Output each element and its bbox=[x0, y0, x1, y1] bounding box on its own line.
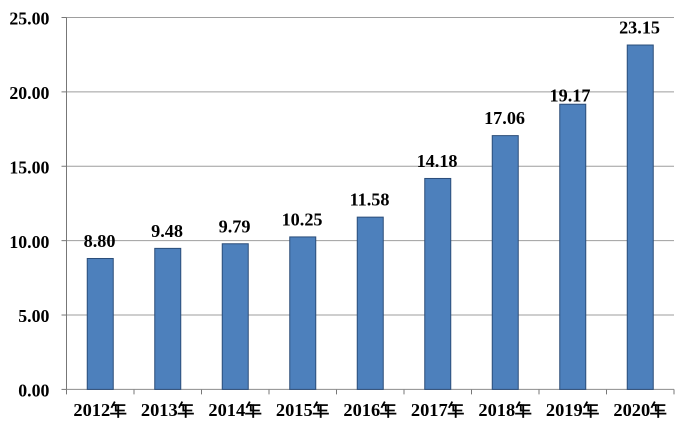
svg-text:5.00: 5.00 bbox=[18, 306, 49, 326]
svg-text:17.06: 17.06 bbox=[484, 108, 525, 128]
svg-text:2016: 2016 bbox=[343, 400, 380, 420]
svg-text:20.00: 20.00 bbox=[9, 83, 49, 103]
svg-text:10.00: 10.00 bbox=[9, 232, 49, 252]
svg-text:2014: 2014 bbox=[208, 400, 245, 420]
svg-text:25.00: 25.00 bbox=[9, 9, 49, 29]
svg-text:11.58: 11.58 bbox=[350, 190, 390, 210]
svg-text:8.80: 8.80 bbox=[84, 231, 116, 251]
svg-text:14.18: 14.18 bbox=[417, 151, 458, 171]
svg-text:2017: 2017 bbox=[411, 400, 448, 420]
svg-text:2019: 2019 bbox=[546, 400, 583, 420]
svg-text:15.00: 15.00 bbox=[9, 157, 49, 177]
svg-text:19.17: 19.17 bbox=[550, 85, 591, 105]
svg-text:2013: 2013 bbox=[141, 400, 178, 420]
svg-text:2015: 2015 bbox=[276, 400, 313, 420]
svg-text:2012: 2012 bbox=[73, 400, 110, 420]
svg-text:9.79: 9.79 bbox=[219, 216, 251, 236]
svg-text:2020: 2020 bbox=[613, 400, 650, 420]
svg-text:10.25: 10.25 bbox=[282, 209, 323, 229]
svg-text:0.00: 0.00 bbox=[18, 381, 49, 401]
svg-text:9.48: 9.48 bbox=[151, 221, 183, 241]
svg-text:23.15: 23.15 bbox=[619, 18, 660, 38]
svg-text:2018: 2018 bbox=[478, 400, 515, 420]
